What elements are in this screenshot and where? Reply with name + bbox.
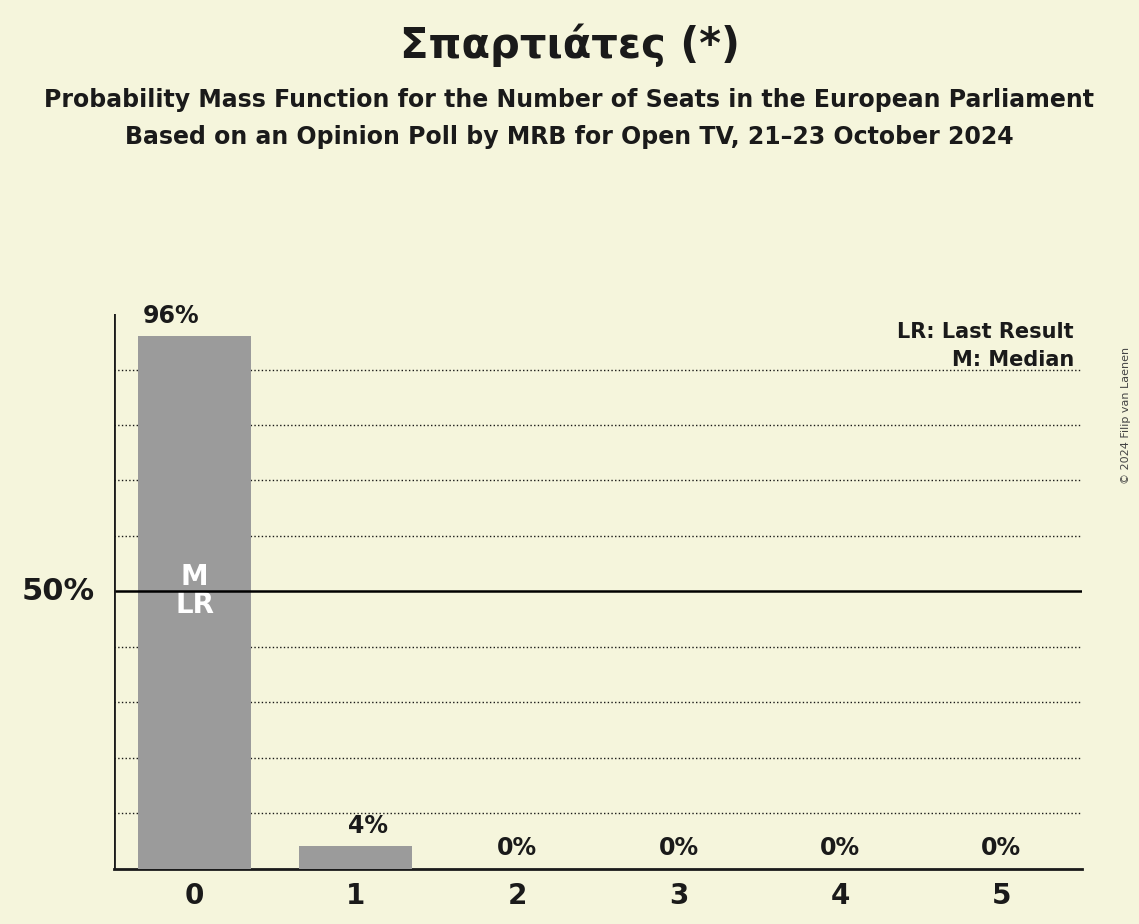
Text: 4%: 4%: [347, 814, 388, 838]
Text: 50%: 50%: [22, 577, 95, 606]
Text: 0%: 0%: [982, 836, 1022, 860]
Bar: [138, 336, 251, 869]
Text: M: Median: M: Median: [952, 350, 1074, 371]
Text: 0%: 0%: [498, 836, 538, 860]
Text: © 2024 Filip van Laenen: © 2024 Filip van Laenen: [1121, 347, 1131, 484]
Bar: [300, 846, 412, 869]
Text: Probability Mass Function for the Number of Seats in the European Parliament: Probability Mass Function for the Number…: [44, 88, 1095, 112]
Text: 96%: 96%: [144, 304, 199, 328]
Text: LR: Last Result: LR: Last Result: [898, 322, 1074, 343]
Text: 0%: 0%: [658, 836, 698, 860]
Text: Based on an Opinion Poll by MRB for Open TV, 21–23 October 2024: Based on an Opinion Poll by MRB for Open…: [125, 125, 1014, 149]
Text: 0%: 0%: [820, 836, 860, 860]
Text: Σπαρτιάτες (*): Σπαρτιάτες (*): [400, 23, 739, 67]
Text: M: M: [181, 564, 208, 591]
Text: LR: LR: [175, 591, 214, 619]
